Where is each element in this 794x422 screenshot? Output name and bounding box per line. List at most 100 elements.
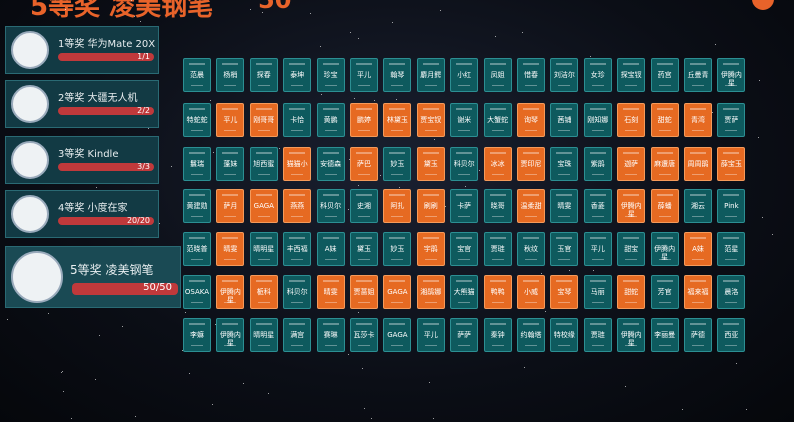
name-card: 妙玉: [383, 147, 412, 181]
star: [250, 9, 252, 11]
card-name: 旭西蜜: [253, 160, 275, 168]
name-card: 谢米: [450, 103, 479, 137]
star: [398, 187, 400, 189]
star: [61, 371, 63, 373]
name-card: 晴明星: [249, 318, 278, 352]
card-name: 薛蟠: [657, 202, 672, 210]
prize-progress: 1/1: [137, 52, 150, 61]
name-card: 女珍: [583, 58, 612, 92]
card-name: 宝珠: [557, 160, 572, 168]
star: [392, 21, 394, 23]
card-name: 科贝尔: [453, 160, 475, 168]
name-card: 黄鹏: [316, 103, 345, 137]
name-card: 甜蛇: [617, 275, 646, 309]
star: [711, 111, 713, 113]
card-name: 福来福: [687, 288, 709, 296]
name-card: Pink: [717, 189, 746, 223]
name-card: 晴雯: [550, 189, 579, 223]
prize-progress: 3/3: [137, 162, 150, 171]
star: [681, 408, 683, 410]
card-name: 薛宝玉: [720, 160, 742, 168]
name-card: 周周鹃: [684, 147, 712, 181]
card-name: 瓦莎卡: [353, 331, 375, 339]
name-card: 黛玉: [350, 232, 378, 266]
star: [357, 38, 359, 40]
star: [363, 408, 365, 410]
name-card: 药宫: [650, 58, 679, 92]
star: [373, 99, 375, 101]
card-name: 约翰塔: [520, 331, 542, 339]
star: [357, 185, 359, 187]
name-card: 晨洛: [717, 275, 746, 309]
prize-icon: [11, 85, 49, 123]
name-card: 科贝尔: [450, 147, 479, 181]
star: [714, 44, 716, 46]
star: [348, 159, 350, 161]
name-card: GAGA: [383, 318, 412, 352]
card-name: 萨月: [223, 202, 238, 210]
card-name: 迦萨: [624, 160, 639, 168]
card-name: 伊腾内星: [219, 288, 241, 304]
card-name: 芳官: [657, 288, 672, 296]
card-name: 香菱: [590, 202, 605, 210]
prize-progress: 20/20: [126, 216, 150, 225]
name-card: 特蛇蛇: [183, 103, 211, 137]
star: [444, 205, 446, 207]
name-card: 惜春: [517, 58, 545, 92]
name-card: 范晨: [183, 58, 211, 92]
star: [6, 319, 8, 321]
card-name: 紫鹃: [590, 160, 605, 168]
name-card: 平儿: [350, 58, 378, 92]
card-name: 伊腾内星: [219, 331, 241, 347]
name-card: 湘云: [684, 189, 712, 223]
card-name: 妙玉: [390, 160, 405, 168]
star: [589, 55, 591, 57]
card-name: 刷刷: [423, 202, 438, 210]
progress-bar: [58, 163, 154, 171]
progress-bar: [72, 283, 178, 295]
card-name: 鹏婷: [357, 116, 371, 124]
menu-button[interactable]: [752, 0, 774, 10]
name-card: A妹: [684, 232, 712, 266]
name-card: 甜蛇: [650, 103, 679, 137]
name-card: 安德森: [316, 147, 345, 181]
prize-progress: 2/2: [137, 106, 150, 115]
card-name: GAGA: [253, 202, 274, 210]
name-card: 伊腾内星: [216, 275, 245, 309]
card-name: 湘鹃娜: [420, 288, 442, 296]
prize-icon: [11, 251, 63, 303]
card-name: 科贝尔: [286, 288, 308, 296]
card-name: 湘云: [691, 202, 705, 210]
name-card: 科贝尔: [283, 275, 312, 309]
star: [735, 363, 737, 365]
star: [95, 379, 97, 381]
card-name: 晓哥: [490, 202, 505, 210]
name-card: 鹏婷: [350, 103, 378, 137]
star: [211, 403, 213, 405]
card-name: GAGA: [387, 331, 408, 339]
card-name: Pink: [724, 202, 739, 210]
name-card: 贾蔷姐: [350, 275, 378, 309]
card-name: 阿扎: [390, 202, 405, 210]
name-card: 小威: [517, 275, 545, 309]
star: [758, 79, 760, 81]
card-name: 平儿: [357, 71, 371, 79]
card-name: 林黛玉: [386, 116, 408, 124]
card-name: 珍宝: [323, 71, 338, 79]
card-name: 谢米: [457, 116, 472, 124]
card-name: 黛玉: [357, 245, 371, 253]
star: [309, 13, 311, 15]
name-card: 珍宝: [316, 58, 345, 92]
star: [478, 169, 480, 171]
name-card: 宇鹃: [416, 232, 445, 266]
name-card: 探宝钗: [617, 58, 646, 92]
card-name: 宝官: [457, 245, 472, 253]
name-card: 伊腾内星: [216, 318, 245, 352]
name-card: 丰西福: [283, 232, 312, 266]
card-name: 西亚: [724, 331, 739, 339]
star: [135, 415, 137, 417]
star: [370, 417, 372, 419]
card-name: 史湘: [357, 202, 371, 210]
card-name: 卡恰: [290, 116, 305, 124]
card-name: 秋纹: [524, 245, 538, 253]
